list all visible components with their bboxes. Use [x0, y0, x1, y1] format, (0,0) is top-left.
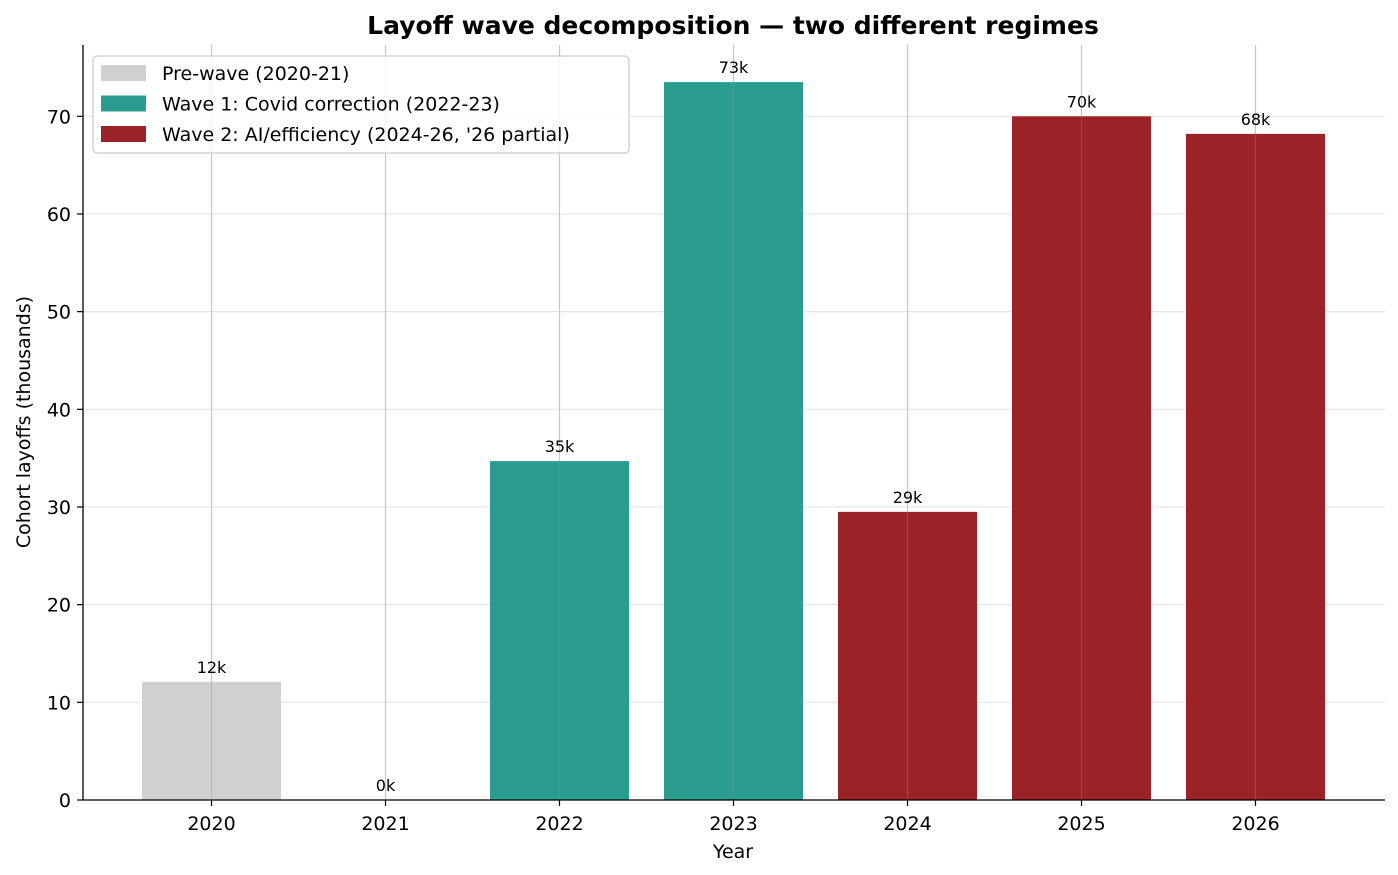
- x-axis-label: Year: [712, 841, 753, 863]
- x-tick-label: 2020: [187, 813, 235, 835]
- chart-title: Layoff wave decomposition — two differen…: [367, 11, 1099, 40]
- y-tick-label: 60: [47, 204, 71, 226]
- x-tick-label: 2021: [361, 813, 409, 835]
- y-ticks: 0 10 20 30 40 50 60 70: [47, 106, 83, 812]
- data-label-2022: 35k: [545, 437, 575, 456]
- legend-swatch: [101, 126, 146, 142]
- y-tick-label: 50: [47, 302, 71, 324]
- x-tick-label: 2025: [1057, 813, 1105, 835]
- x-tick-label: 2024: [883, 813, 931, 835]
- grid-overlay: [210, 45, 1257, 800]
- bar-2022: [490, 461, 629, 800]
- legend-item-label: Pre-wave (2020-21): [162, 63, 349, 85]
- legend-swatch: [101, 95, 146, 112]
- bar-2026: [1186, 133, 1325, 800]
- y-axis-label: Cohort layoffs (thousands): [13, 296, 35, 548]
- legend-item-label: Wave 1: Covid correction (2022-23): [162, 94, 500, 116]
- legend: Pre-wave (2020-21) Wave 1: Covid correcti…: [92, 55, 630, 154]
- data-label-2025: 70k: [1067, 92, 1097, 111]
- data-labels: 12k 0k 35k 73k 29k 70k 68k: [197, 58, 1271, 795]
- y-tick-label: 20: [47, 595, 71, 617]
- data-label-2020: 12k: [197, 658, 227, 677]
- data-label-2024: 29k: [893, 488, 923, 507]
- bar-2020: [142, 681, 281, 800]
- x-tick-label: 2026: [1231, 813, 1279, 835]
- bars: [142, 82, 1325, 801]
- y-tick-label: 40: [47, 399, 71, 421]
- y-tick-label: 70: [47, 106, 71, 128]
- bar-2023: [664, 82, 803, 801]
- legend-item-label: Wave 2: AI/efficiency (2024-26, '26 part…: [162, 124, 570, 146]
- x-tick-label: 2022: [535, 813, 583, 835]
- y-tick-label: 30: [47, 497, 71, 519]
- data-label-2021: 0k: [376, 776, 396, 795]
- y-tick-label: 0: [59, 790, 71, 812]
- legend-box: [92, 55, 630, 154]
- data-label-2023: 73k: [719, 58, 749, 77]
- bar-2024: [838, 511, 977, 800]
- data-label-2026: 68k: [1241, 110, 1271, 129]
- y-tick-label: 10: [47, 692, 71, 714]
- x-tick-label: 2023: [709, 813, 757, 835]
- bar-2025: [1012, 116, 1151, 801]
- legend-swatch: [101, 65, 146, 81]
- x-ticks: 2020 2021 2022 2023 2024 2025 2026: [187, 800, 1280, 835]
